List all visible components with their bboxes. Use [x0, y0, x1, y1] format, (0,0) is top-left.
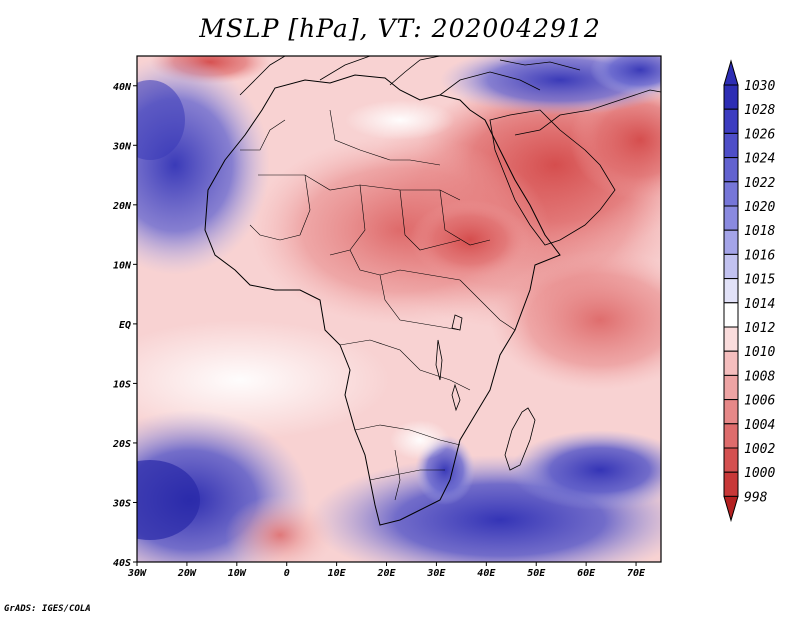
y-tick-label: 20N [112, 201, 132, 212]
colorbar-swatch [723, 157, 739, 183]
x-tick-label: 30E [426, 568, 446, 579]
colorbar-swatch [723, 350, 739, 376]
x-tick-label: 10E [328, 568, 347, 579]
x-tick-label: 20E [376, 568, 396, 579]
country-borders [240, 109, 516, 501]
colorbar-label: 1015 [744, 273, 775, 288]
colorbar-label: 1012 [744, 321, 775, 336]
colorbar-swatch [723, 399, 739, 425]
y-tick-label: 20S [112, 439, 131, 450]
x-tick-label: 70E [627, 568, 646, 579]
colorbar-label: 998 [744, 490, 768, 505]
x-tick-label: 50E [527, 568, 546, 579]
colorbar-swatch [723, 326, 739, 352]
colorbar-swatch [723, 302, 739, 328]
colorbar-label: 1028 [744, 103, 775, 118]
colorbar-swatch [723, 181, 739, 207]
colorbar-label: 1020 [744, 200, 775, 215]
colorbar-swatch [723, 84, 739, 110]
colorbar-swatch [723, 471, 739, 497]
colorbar-swatch [723, 108, 739, 134]
colorbar-label: 1018 [744, 224, 775, 239]
colorbar-swatch [723, 423, 739, 449]
y-axis: 40N 30N 20N 10N EQ 10S 20S 30S 40S [112, 82, 137, 569]
colorbar: 1030 1028 1026 1024 1022 1020 1018 1016 1015 1014… [723, 59, 775, 523]
colorbar-label: 1016 [744, 248, 775, 263]
y-tick-label: 10S [113, 379, 131, 390]
colorbar-label: 1004 [744, 418, 775, 433]
colorbar-label: 1030 [744, 79, 775, 94]
coastline-europe [239, 56, 581, 96]
madagascar [504, 407, 536, 471]
pressure-field [137, 56, 661, 562]
y-tick-label: 40N [113, 82, 132, 93]
colorbar-swatch [723, 253, 739, 280]
y-tick-label: 10N [113, 260, 132, 271]
lakes [435, 314, 463, 412]
x-tick-label: 40E [477, 568, 496, 579]
x-tick-label: 10W [228, 568, 247, 579]
map-title: MSLP [hPa], VT: 2020042912 [199, 14, 601, 43]
colorbar-label: 1024 [744, 152, 775, 167]
colorbar-top-arrow [723, 59, 739, 86]
x-tick-label: 20W [177, 568, 197, 579]
colorbar-label: 1008 [744, 369, 775, 384]
x-axis: 30W 20W 10W 0 10E 20E 30E 40E 50E 60E 70E [127, 562, 646, 579]
y-tick-label: 40S [113, 558, 131, 569]
colorbar-swatch [723, 132, 739, 159]
coastline-arabia [489, 89, 661, 246]
y-tick-label: 30N [112, 141, 132, 152]
x-tick-label: 0 [284, 568, 290, 579]
colorbar-swatch [723, 447, 739, 473]
colorbar-bottom-arrow [723, 495, 739, 523]
y-tick-label: EQ [119, 320, 131, 331]
y-tick-label: 30S [112, 498, 131, 509]
colorbar-swatch [723, 205, 739, 231]
colorbar-label: 1002 [744, 442, 775, 457]
colorbar-swatch [723, 374, 739, 401]
x-tick-label: 60E [577, 568, 596, 579]
colorbar-label: 1010 [744, 345, 775, 360]
colorbar-label: 1014 [744, 297, 775, 312]
colorbar-label: 1006 [744, 394, 775, 409]
plot-frame [136, 55, 662, 563]
grads-credit: GrADS: IGES/COLA [4, 604, 91, 614]
colorbar-swatch [723, 278, 739, 304]
colorbar-label: 1022 [744, 176, 775, 191]
colorbar-swatch [723, 229, 739, 255]
x-tick-label: 30W [127, 568, 147, 579]
coastline-africa [204, 74, 561, 526]
colorbar-label: 1026 [744, 127, 775, 142]
colorbar-label: 1000 [744, 466, 775, 481]
